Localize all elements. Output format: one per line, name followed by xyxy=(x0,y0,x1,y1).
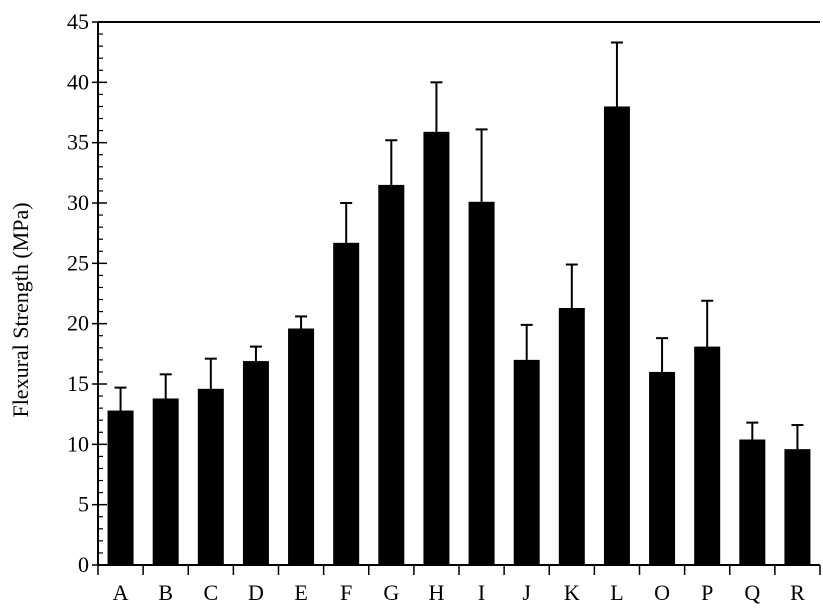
x-tick-label-F: F xyxy=(340,580,352,605)
bar-R xyxy=(784,449,811,565)
bar-J xyxy=(513,359,540,565)
x-tick-label-P: P xyxy=(701,580,713,605)
y-tick-label: 30 xyxy=(67,190,89,215)
y-tick-label: 0 xyxy=(78,552,89,577)
chart-labels: 0 5 10 15 20 25 30 35 40 45 A B C D E F G H I J K L O P Q R xyxy=(67,9,805,605)
x-tick-label-J: J xyxy=(522,580,531,605)
y-tick-label: 25 xyxy=(67,250,89,275)
bar-K xyxy=(558,307,585,565)
bar-H xyxy=(423,131,450,565)
x-tick-label-I: I xyxy=(478,580,485,605)
y-tick-label: 15 xyxy=(67,371,89,396)
y-axis-title: Flexural Strength (MPa) xyxy=(8,202,33,417)
x-tick-label-O: O xyxy=(654,580,670,605)
bar-P xyxy=(694,346,721,565)
x-tick-label-C: C xyxy=(203,580,218,605)
y-tick-label: 5 xyxy=(78,492,89,517)
chart-bars xyxy=(107,41,811,565)
y-tick-label: 40 xyxy=(67,69,89,94)
y-tick-label: 35 xyxy=(67,130,89,155)
bar-I xyxy=(468,201,495,565)
bar-C xyxy=(197,388,224,565)
y-tick-label: 20 xyxy=(67,311,89,336)
bar-A xyxy=(107,410,134,565)
bar-B xyxy=(152,398,179,565)
bar-L xyxy=(603,106,630,565)
bar-G xyxy=(378,184,405,565)
x-tick-label-H: H xyxy=(428,580,444,605)
x-tick-label-E: E xyxy=(294,580,307,605)
x-tick-label-A: A xyxy=(113,580,129,605)
bar-D xyxy=(242,361,269,565)
bar-Q xyxy=(739,439,766,565)
x-tick-label-D: D xyxy=(248,580,264,605)
x-tick-label-Q: Q xyxy=(744,580,760,605)
bar-O xyxy=(649,371,676,565)
y-tick-label: 45 xyxy=(67,9,89,34)
y-tick-label: 10 xyxy=(67,431,89,456)
x-tick-label-B: B xyxy=(158,580,173,605)
x-tick-label-R: R xyxy=(790,580,805,605)
bar-F xyxy=(333,242,360,565)
x-tick-label-L: L xyxy=(610,580,623,605)
x-tick-label-K: K xyxy=(564,580,580,605)
x-tick-label-G: G xyxy=(383,580,399,605)
bar-E xyxy=(288,328,315,565)
